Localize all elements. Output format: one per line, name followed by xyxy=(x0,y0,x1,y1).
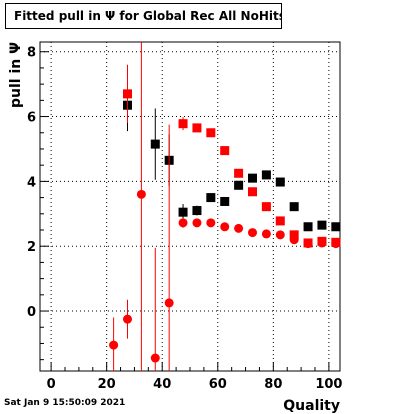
x-tick-label: 20 xyxy=(98,377,116,392)
red-square-marker xyxy=(220,146,230,156)
red-square-marker xyxy=(234,168,244,178)
timestamp: Sat Jan 9 15:50:09 2021 xyxy=(4,398,126,408)
red-circle-marker xyxy=(275,230,285,240)
black-square-marker xyxy=(303,222,313,232)
red-square-marker xyxy=(178,119,188,129)
red-circle-marker xyxy=(164,298,174,308)
black-square-marker xyxy=(150,139,160,149)
red-circle-marker xyxy=(331,239,341,249)
black-square-marker xyxy=(248,173,257,183)
red-circle-marker xyxy=(317,238,327,248)
red-circle-marker xyxy=(220,222,230,232)
red-square-marker xyxy=(206,128,216,138)
black-square-marker xyxy=(289,202,299,212)
red-square-marker xyxy=(261,202,271,212)
chart-title: Fitted pull in Ψ for Global Rec All NoHi… xyxy=(5,3,282,29)
x-tick-label: 100 xyxy=(315,377,342,392)
red-circle-marker xyxy=(289,235,299,245)
black-square-marker xyxy=(178,207,188,217)
x-tick-label: 0 xyxy=(47,377,56,392)
black-square-marker xyxy=(317,220,327,230)
red-circle-marker xyxy=(206,218,216,228)
data-points xyxy=(109,42,341,371)
x-tick-label: 80 xyxy=(264,377,282,392)
y-tick-label: 4 xyxy=(27,175,36,190)
red-circle-marker xyxy=(234,223,244,233)
red-circle-marker xyxy=(123,314,132,324)
red-square-marker xyxy=(275,216,285,226)
black-square-marker xyxy=(331,222,341,232)
red-circle-marker xyxy=(136,189,146,199)
axes: 0 20 40 60 80 100 0 2 4 6 8 xyxy=(27,46,343,392)
red-square-marker xyxy=(248,187,257,197)
y-tick-label: 8 xyxy=(27,46,36,61)
red-circle-marker xyxy=(192,218,202,228)
black-square-marker xyxy=(234,180,244,190)
x-tick-label: 60 xyxy=(209,377,227,392)
y-tick-label: 2 xyxy=(27,240,36,255)
red-circle-marker xyxy=(150,353,160,363)
grid-lines xyxy=(40,42,340,371)
black-square-marker xyxy=(275,177,285,187)
black-square-marker xyxy=(261,170,271,180)
black-square-marker xyxy=(220,196,230,206)
red-square-marker xyxy=(123,89,132,99)
x-tick-label: 40 xyxy=(153,377,171,392)
red-circle-marker xyxy=(178,218,188,228)
red-circle-marker xyxy=(261,229,271,239)
black-square-marker xyxy=(192,206,202,216)
red-circle-marker xyxy=(303,239,313,249)
y-tick-label: 6 xyxy=(27,111,36,126)
y-axis-label: pull in Ψ xyxy=(8,42,24,108)
y-tick-label: 0 xyxy=(27,305,36,320)
black-square-marker xyxy=(206,193,216,203)
red-circle-marker xyxy=(248,228,257,238)
red-circle-marker xyxy=(109,340,119,350)
red-square-marker xyxy=(192,123,202,133)
x-axis-label: Quality xyxy=(283,398,340,414)
red-square-marker xyxy=(289,230,299,240)
